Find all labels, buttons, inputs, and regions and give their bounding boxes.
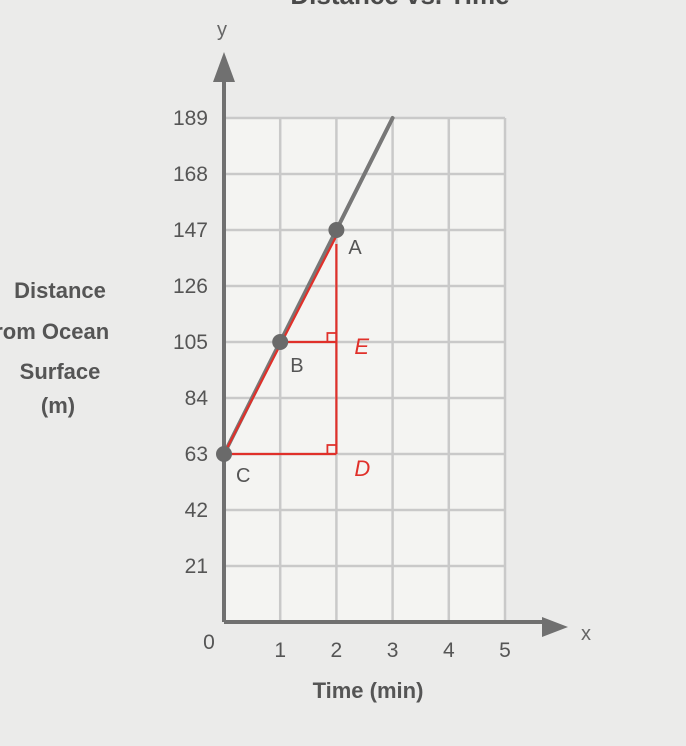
x-tick-label-4: 4 (443, 639, 455, 662)
x-axis-arrow (542, 617, 568, 637)
red-annotations: DE (223, 235, 370, 481)
plot-area (224, 118, 505, 622)
point-label-a: A (348, 237, 362, 259)
x-axis-title: Time (min) (313, 678, 424, 703)
right-angle-mark-e (326, 332, 337, 342)
y-tick-label-189: 189 (173, 107, 208, 130)
right-angle-mark-d (326, 444, 337, 454)
y-axis-title-line-3: Surface (20, 359, 101, 384)
x-axis-letter: x (581, 623, 591, 645)
y-axis-title-line-2: from Ocean (0, 319, 109, 344)
y-tick-label-147: 147 (173, 219, 208, 242)
x-tick-label-1: 1 (274, 639, 286, 662)
y-tick-label-63: 63 (185, 443, 208, 466)
tick-labels: 1 2 3 4 5 21 42 63 84 105 126 147 168 189 (173, 107, 511, 662)
point-c (216, 446, 232, 462)
y-axis-title-line-1: Distance (14, 278, 106, 303)
point-label-c: C (236, 465, 250, 487)
y-tick-label-126: 126 (173, 275, 208, 298)
origin-label: 0 (203, 631, 215, 654)
y-tick-label-84: 84 (185, 387, 209, 410)
point-label-b: B (290, 355, 303, 377)
point-a (328, 222, 345, 238)
y-tick-label-105: 105 (173, 331, 208, 354)
axes (213, 52, 568, 637)
annotation-label-e: E (354, 334, 369, 359)
y-axis-arrow (213, 52, 235, 82)
y-axis-letter: y (217, 19, 227, 41)
annotation-label-d: D (354, 456, 370, 481)
x-tick-label-5: 5 (499, 639, 511, 662)
x-tick-label-3: 3 (387, 639, 399, 662)
point-b (272, 334, 289, 350)
data-points: A B C (216, 222, 362, 487)
y-tick-label-168: 168 (173, 163, 208, 186)
grid-lines (224, 116, 507, 622)
y-tick-label-21: 21 (185, 555, 208, 578)
chart-title: Distance vs. Time (290, 0, 509, 10)
x-tick-label-2: 2 (331, 639, 343, 662)
y-tick-label-42: 42 (185, 499, 208, 522)
y-axis-title-line-4: (m) (41, 393, 75, 418)
